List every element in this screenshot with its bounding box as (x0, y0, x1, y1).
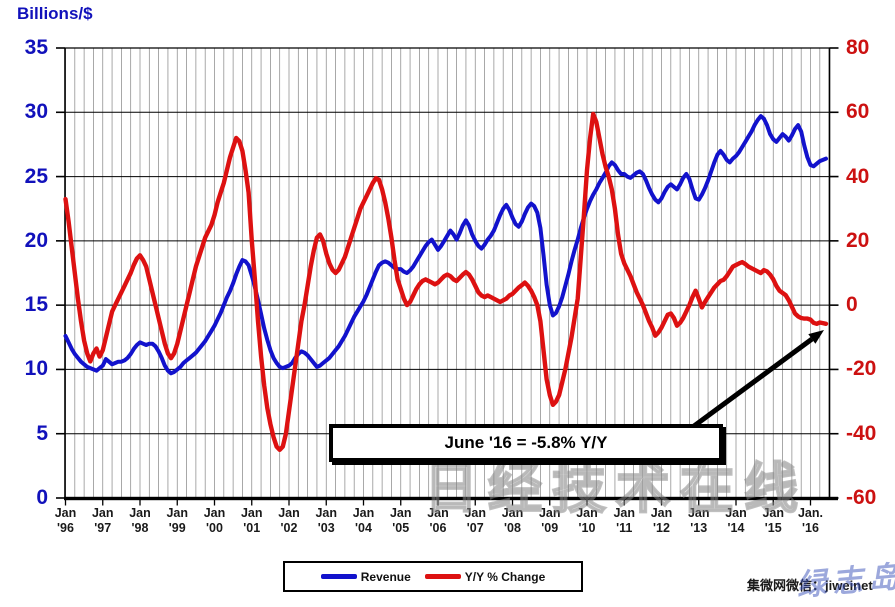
right-axis-tick-label: -60 (846, 486, 877, 509)
right-axis-tick-label: 40 (846, 164, 870, 188)
yoy-line-swatch-icon (424, 574, 461, 579)
right-axis-tick-label: 60 (846, 100, 870, 124)
legend-item-revenue: Revenue (320, 569, 411, 584)
x-axis-tick-label: Jan '05 (389, 506, 412, 535)
left-axis-title: Billions/$ (17, 4, 93, 23)
credit-text: 集微网微信：jiweinet (747, 578, 873, 593)
legend: Revenue Y/Y % Change (283, 561, 583, 592)
x-axis-tick-label: Jan '98 (129, 506, 151, 535)
left-axis-tick-label: 5 (36, 421, 48, 445)
left-axis-tick-label: 35 (24, 36, 48, 59)
x-axis-tick-label: Jan '96 (54, 506, 77, 535)
x-axis-tick-label: Jan '02 (278, 506, 300, 535)
x-axis-tick-label: Jan '13 (687, 506, 710, 535)
x-axis-tick-label: Jan '08 (501, 506, 524, 535)
yoy-line (63, 111, 829, 452)
x-axis-tick-label: Jan '14 (725, 506, 747, 535)
x-axis-tick-label: Jan '07 (464, 506, 487, 535)
annotation-callout: June '16 = -5.8% Y/Y (329, 424, 723, 462)
x-axis-tick-label: Jan '09 (538, 506, 561, 535)
annotation-arrowhead-icon (808, 330, 824, 344)
x-axis-tick-label: Jan '10 (576, 506, 598, 535)
x-axis-tick-label: Jan '00 (203, 506, 226, 535)
legend-label-revenue: Revenue (360, 569, 411, 584)
x-axis-tick-label: Jan '11 (613, 506, 636, 535)
revenue-line-swatch-icon (320, 574, 357, 579)
x-axis-tick-label: Jan. '16 (797, 506, 823, 535)
right-axis-tick-label: 80 (846, 36, 870, 59)
legend-item-yoy: Y/Y % Change (424, 569, 546, 584)
x-axis-tick-label: Jan '03 (315, 506, 338, 535)
revenue-line (63, 114, 828, 376)
right-axis-tick-label: -20 (846, 357, 877, 381)
right-axis-tick-label: -40 (846, 421, 877, 445)
x-axis-tick-label: Jan '97 (91, 506, 114, 535)
x-axis-tick-label: Jan '99 (166, 506, 189, 535)
left-axis-tick-label: 15 (24, 293, 48, 317)
x-axis-tick-label: Jan '04 (352, 506, 375, 535)
x-axis-tick-label: Jan '12 (650, 506, 673, 535)
right-axis-tick-label: 0 (846, 293, 858, 317)
left-axis-tick-label: 0 (36, 486, 48, 509)
x-axis-baseline (64, 496, 838, 501)
x-axis-tick-label: Jan '15 (762, 506, 785, 535)
left-axis-tick-label: 20 (24, 228, 48, 252)
annotation-arrow-shaft (690, 336, 814, 430)
left-axis-tick-label: 10 (24, 357, 48, 381)
right-axis-tick-label: 20 (846, 228, 870, 252)
x-axis-tick-label: Jan '06 (427, 506, 449, 535)
left-axis-tick-label: 30 (24, 100, 48, 124)
x-axis-tick-label: Jan '01 (240, 506, 263, 535)
legend-label-yoy: Y/Y % Change (464, 569, 546, 584)
left-axis-tick-label: 25 (24, 164, 48, 188)
